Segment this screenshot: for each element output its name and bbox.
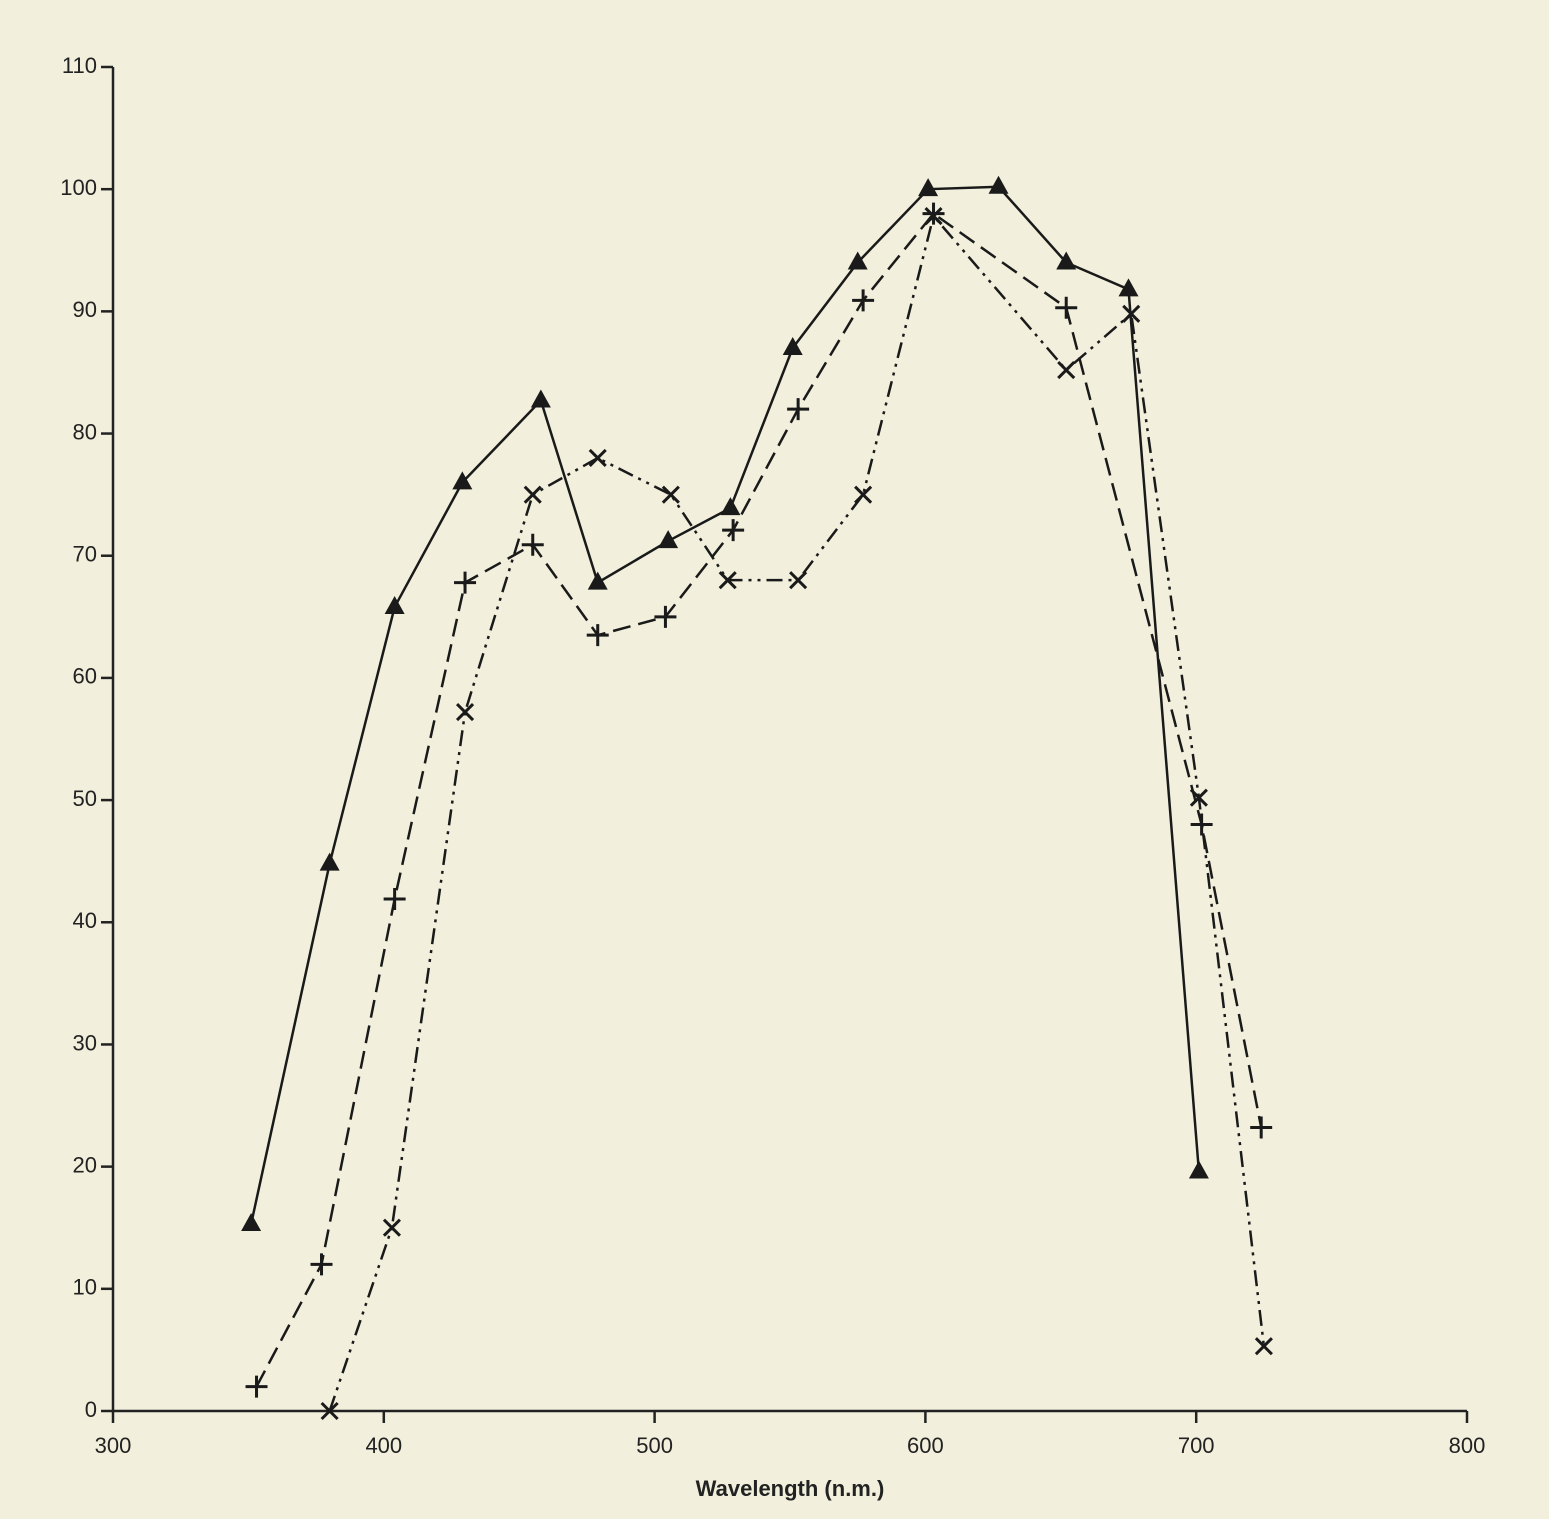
data-point — [521, 533, 544, 556]
data-point — [586, 624, 609, 647]
data-point — [588, 448, 607, 468]
data-point — [319, 852, 340, 871]
data-point — [1057, 360, 1076, 380]
data-point — [789, 571, 808, 590]
y-tick-label: 110 — [62, 53, 97, 78]
x-tick-label: 700 — [1178, 1433, 1215, 1458]
data-point — [1188, 1160, 1209, 1179]
data-point — [847, 251, 868, 270]
series-line — [255, 211, 1263, 1388]
data-point — [924, 207, 943, 226]
data-point — [383, 888, 406, 911]
series-line — [249, 185, 1201, 1225]
x-tick-label: 400 — [365, 1433, 402, 1458]
data-point — [918, 178, 939, 197]
data-point — [718, 571, 737, 590]
data-point — [320, 1401, 339, 1421]
x-tick-label: 600 — [907, 1433, 944, 1458]
data-point — [245, 1375, 268, 1398]
y-tick-label: 0 — [85, 1397, 97, 1422]
x-tick-label: 300 — [95, 1433, 132, 1458]
data-point — [587, 571, 608, 590]
data-point — [310, 1253, 333, 1276]
data-point — [455, 703, 475, 722]
x-tick-label: 500 — [636, 1433, 673, 1458]
data-point — [1189, 788, 1208, 807]
data-point — [1254, 1337, 1273, 1356]
data-point — [1250, 1116, 1273, 1139]
data-point — [454, 571, 477, 594]
data-point — [1118, 278, 1139, 297]
y-tick-label: 80 — [73, 419, 97, 444]
data-point — [720, 497, 741, 516]
data-point — [523, 485, 542, 504]
data-point — [384, 596, 405, 615]
data-point — [854, 485, 873, 504]
data-point — [852, 289, 875, 312]
y-tick-label: 20 — [73, 1152, 97, 1177]
data-point — [922, 202, 945, 225]
data-point — [661, 485, 680, 504]
data-point — [530, 389, 551, 408]
x-tick-label: 800 — [1449, 1433, 1486, 1458]
data-point — [1122, 304, 1141, 323]
y-tick-label: 40 — [73, 908, 97, 933]
y-tick-label: 30 — [73, 1030, 97, 1055]
data-point — [988, 175, 1009, 194]
y-tick-label: 60 — [73, 664, 97, 689]
y-tick-label: 100 — [60, 175, 97, 200]
series-line — [328, 213, 1266, 1412]
data-point — [658, 530, 679, 549]
data-point — [452, 471, 473, 490]
y-tick-label: 90 — [73, 297, 97, 322]
data-point — [1056, 251, 1077, 270]
y-tick-label: 50 — [73, 786, 97, 811]
data-point — [1055, 296, 1078, 319]
x-axis-label: Wavelength (n.m.) — [696, 1476, 885, 1501]
y-tick-label: 70 — [73, 542, 97, 567]
data-point — [782, 337, 803, 356]
y-tick-label: 10 — [73, 1275, 97, 1300]
data-point — [382, 1218, 401, 1237]
data-point — [722, 519, 745, 542]
data-point — [787, 398, 810, 421]
data-point — [654, 605, 677, 628]
data-point — [241, 1213, 262, 1232]
